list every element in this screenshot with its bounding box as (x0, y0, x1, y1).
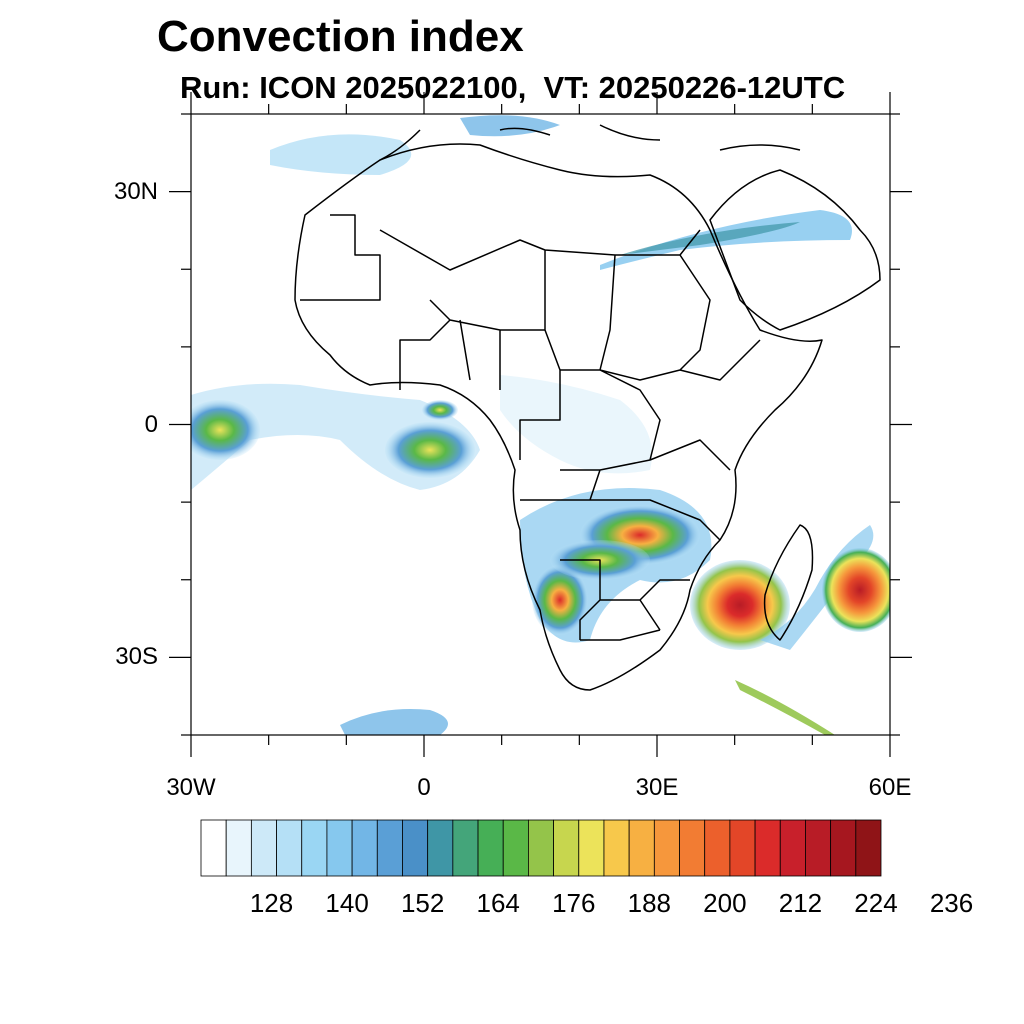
convection-cell-west (191, 400, 260, 460)
lon-tick-label: 0 (417, 774, 431, 801)
colorbar-swatch (502, 819, 529, 877)
cloud-band-southwest (340, 709, 448, 735)
colorbar-swatch (402, 819, 429, 877)
colorbar-tick-label: 164 (476, 888, 520, 918)
colorbar-swatch (225, 819, 252, 877)
colorbar-swatch (830, 819, 857, 877)
colorbar-swatch (427, 819, 454, 877)
colorbar-swatch (855, 819, 882, 877)
border-lines (300, 214, 761, 641)
cloud-band-north (270, 134, 412, 175)
colorbar-tick-label: 236 (929, 888, 974, 918)
chart-title: Convection index (157, 12, 524, 61)
lat-tick-label: 0 (144, 410, 158, 438)
lon-tick-label: 30E (635, 774, 679, 801)
lon-tick-label: 60E (868, 774, 912, 801)
colorbar-swatch (729, 819, 756, 877)
colorbar-swatch (276, 819, 303, 877)
colorbar-swatch (477, 819, 504, 877)
cloud-band-arabia-core (620, 222, 800, 255)
colorbar-tick-label: 188 (627, 888, 672, 918)
colorbar-swatch (528, 819, 554, 877)
colorbar-tick-label: 152 (400, 888, 445, 918)
colorbar-swatch (779, 819, 806, 877)
convection-angola (532, 565, 588, 635)
colorbar-swatch (679, 819, 706, 877)
cyclone-east (822, 548, 890, 632)
colorbar-tick-label: 212 (778, 888, 823, 918)
chart-subtitle: Run: ICON 2025022100, VT: 20250226-12UTC (180, 70, 846, 105)
lon-tick-label: 30W (166, 774, 216, 801)
colorbar-tick-label: 128 (249, 888, 294, 918)
colorbar-swatch (805, 819, 832, 877)
colorbar-swatch (704, 819, 731, 877)
madagascar-coastline (763, 524, 814, 641)
colorbar-tick-label: 176 (552, 888, 596, 918)
colorbar-swatch (603, 819, 630, 877)
convection-field (191, 115, 890, 735)
colorbar-swatch (200, 819, 227, 877)
colorbar-swatch (553, 819, 580, 877)
colorbar-swatch (250, 819, 277, 877)
colorbar-swatch (351, 819, 378, 877)
arabia-coastline (709, 169, 881, 331)
cyclone-mozambique-channel (690, 560, 790, 650)
colorbar-swatch (754, 819, 781, 877)
colorbar (200, 819, 882, 877)
colorbar-swatch (653, 819, 680, 877)
colorbar-tick-label: 140 (325, 888, 369, 918)
africa-coastline (294, 143, 823, 691)
colorbar-tick-label: 224 (854, 888, 898, 918)
colorbar-tick-label: 200 (703, 888, 747, 918)
colorbar-swatch (376, 819, 403, 877)
colorbar-swatch (628, 819, 655, 877)
colorbar-swatch (301, 819, 328, 877)
coastlines-and-borders (294, 124, 881, 691)
axis-ticks (169, 92, 912, 757)
lat-tick-label: 30N (113, 177, 158, 205)
colorbar-swatch (452, 819, 479, 877)
cloud-band-southeast (735, 680, 835, 735)
north-coast (379, 124, 801, 161)
convection-cell-gulf (385, 422, 475, 478)
lat-tick-label: 30S (115, 643, 158, 671)
colorbar-swatch (326, 819, 353, 877)
convection-cell-gulf-core (422, 400, 458, 420)
colorbar-swatch (578, 819, 605, 877)
cloud-central-africa (500, 375, 652, 474)
